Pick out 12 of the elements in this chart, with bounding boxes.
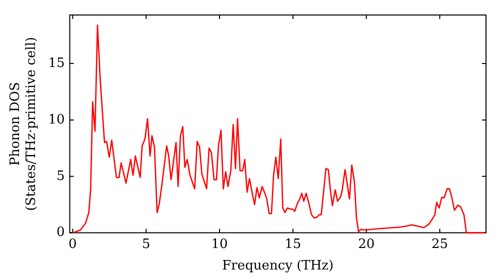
- x-axis-title: Frequency (THz): [222, 258, 334, 274]
- x-tick-label: 15: [284, 236, 302, 252]
- y-axis-title: Phonon DOS (States/THz·primitive cell): [8, 36, 39, 211]
- y-tick-label: 0: [56, 225, 65, 240]
- y-tick-label: 10: [48, 112, 65, 128]
- y-tick-label: 5: [56, 168, 65, 184]
- x-tick-label: 20: [358, 236, 375, 252]
- x-tick-label: 0: [68, 236, 77, 252]
- x-tick-label: 10: [211, 236, 228, 252]
- x-tick-label: 5: [142, 236, 150, 252]
- x-tick-label: 25: [431, 236, 448, 252]
- y-tick-label: 15: [48, 56, 65, 71]
